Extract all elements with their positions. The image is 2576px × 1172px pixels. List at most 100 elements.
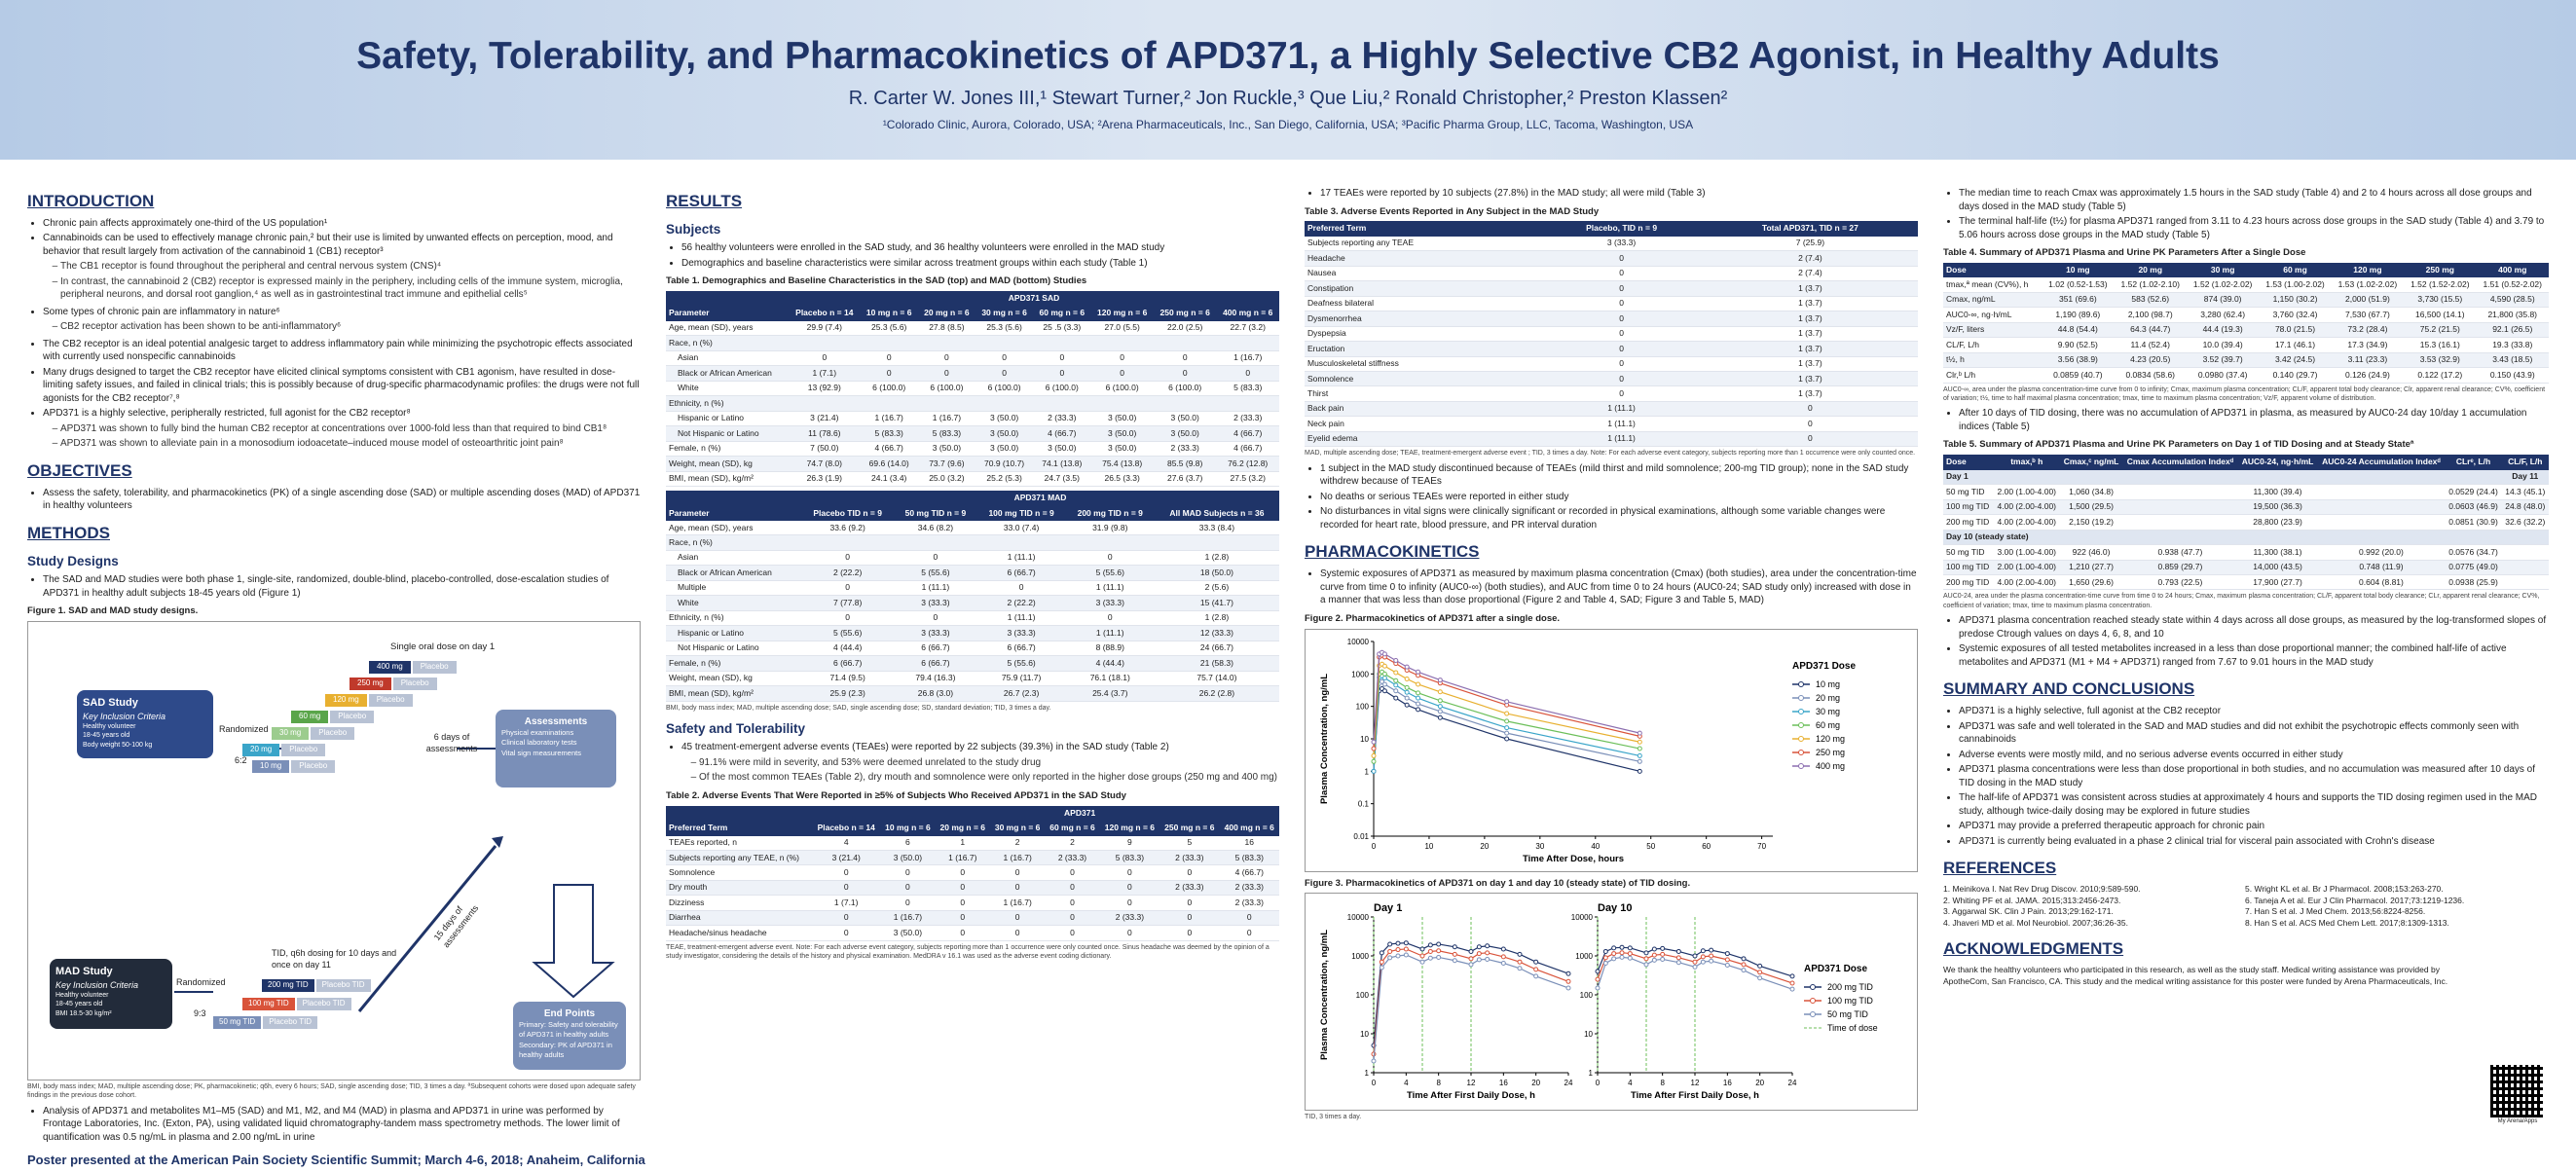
table-cell: 5 (83.3) — [1099, 850, 1160, 866]
table-cell: 25.3 (5.6) — [860, 320, 918, 337]
assessments-title: Assessments — [524, 715, 588, 727]
data-point — [1533, 973, 1539, 979]
table-cell: 0.150 (43.9) — [2476, 367, 2549, 384]
table-cell: 75.4 (13.8) — [1090, 456, 1154, 472]
list-item: Analysis of APD371 and metabolites M1–M5… — [43, 1105, 641, 1145]
table-group-header: APD371 — [880, 805, 1279, 822]
table-row: Race, n (%) — [666, 335, 1279, 351]
table-cell: 1 (11.1) — [976, 550, 1066, 567]
data-point — [1627, 951, 1633, 957]
table-cell: Eyelid edema — [1305, 431, 1541, 448]
pk-list-4: APD371 plasma concentration reached stea… — [1943, 614, 2549, 669]
legend-title: APD371 Dose — [1804, 964, 1867, 974]
table-cell: 3.52 (39.7) — [2186, 352, 2260, 369]
table-cell: 3 (50.0) — [880, 925, 936, 941]
table-group-header: APD371 SAD — [789, 290, 1279, 307]
subjects-list: 56 healthy volunteers were enrolled in t… — [666, 241, 1279, 270]
table-cell: 3 (50.0) — [975, 441, 1034, 458]
table-cell: 1 (11.1) — [1540, 401, 1703, 418]
table-cell: 0 — [975, 350, 1034, 367]
table-cell: 92.1 (26.5) — [2476, 322, 2549, 339]
table-cell: 33.0 (7.4) — [976, 521, 1066, 536]
table-cell: 29.9 (7.4) — [789, 320, 861, 337]
table-cell: 76.1 (18.1) — [1065, 671, 1155, 687]
legend-marker — [1798, 735, 1804, 742]
table-cell: 100 mg TID — [1943, 560, 1994, 576]
x-tick-label: 12 — [1467, 1079, 1476, 1087]
table-cell: 0.748 (11.9) — [2317, 560, 2446, 576]
table-section-row: Day 1 Day 11 — [1943, 469, 2549, 486]
table-cell: 3.43 (18.5) — [2476, 352, 2549, 369]
table-cell: 3 (33.3) — [894, 595, 977, 611]
single-dose-label: Single oral dose on day 1 — [390, 641, 496, 652]
table-cell: 0 — [1099, 880, 1160, 897]
table-cell: 64.3 (44.7) — [2114, 322, 2187, 339]
table-cell: 0 — [1216, 365, 1279, 382]
table-row: Dyspepsia 0 1 (3.7) — [1305, 326, 1918, 343]
data-point — [1517, 952, 1523, 958]
legend-label: 120 mg — [1816, 734, 1845, 744]
table-row: Somnolence 0 1 (3.7) — [1305, 371, 1918, 387]
qr-code[interactable]: My Arena/Apps — [2490, 1065, 2545, 1125]
data-point — [1602, 955, 1608, 961]
table-cell: 75.7 (14.0) — [1154, 671, 1279, 687]
data-point — [1517, 966, 1523, 971]
data-point — [1468, 956, 1474, 962]
methods-heading: METHODS — [27, 523, 110, 542]
table-cell: 2 (5.6) — [1154, 580, 1279, 597]
table-3-caption: Table 3. Adverse Events Reported in Any … — [1305, 205, 1600, 217]
table-row: 200 mg TID 4.00 (2.00-4.00) 1,650 (29.6) 0.… — [1943, 574, 2549, 591]
table-cell: 351 (69.6) — [2042, 292, 2115, 309]
data-point — [1504, 698, 1510, 704]
data-point — [1700, 948, 1706, 954]
data-point — [1789, 980, 1795, 986]
column-1: INTRODUCTION Chronic pain affects approx… — [27, 181, 641, 1148]
table-header-row: Parameter Placebo TID n = 9 50 mg TID n = … — [666, 505, 1279, 521]
table-header-cell: Preferred Term — [1305, 221, 1541, 237]
table-cell: 6 (66.7) — [894, 641, 977, 657]
table-cell: 0 — [976, 580, 1066, 597]
table-cell: 0 — [989, 925, 1046, 941]
table-cell — [1090, 395, 1154, 412]
data-point — [1419, 946, 1425, 952]
placebo-chip: Placebo — [281, 743, 326, 756]
table-2: APD371 Preferred Term Placebo n = 14 10 mg… — [666, 805, 1279, 941]
table-cell: 4.00 (2.00-4.00) — [1993, 499, 2060, 516]
table-header-cell: 250 mg n = 6 — [1159, 821, 1220, 836]
y-tick-label: 1000 — [1351, 952, 1369, 961]
table-cell: 0.0859 (40.7) — [2042, 367, 2115, 384]
y-tick-label: 10 — [1584, 1030, 1593, 1039]
intro-heading: INTRODUCTION — [27, 192, 155, 210]
poster-title: Safety, Tolerability, and Pharmacokineti… — [356, 35, 2220, 77]
list-item: APD371 was shown to fully bind the human… — [60, 422, 641, 436]
table-5-caption: Table 5. Summary of APD371 Plasma and Ur… — [1943, 439, 2414, 451]
data-point — [1675, 960, 1681, 966]
table-cell: 0 — [801, 610, 895, 627]
table-cell: 32.6 (32.2) — [2501, 514, 2549, 531]
table-cell: 2,000 (51.9) — [2331, 292, 2405, 309]
table-cell: 0 — [812, 925, 881, 941]
legend-marker — [1798, 762, 1804, 769]
table-cell: 0.859 (29.7) — [2122, 560, 2238, 576]
table-row: Hispanic or Latino 5 (55.6) 3 (33.3) 3 (33.… — [666, 625, 1279, 641]
data-point — [1416, 706, 1421, 712]
table-cell: 24.1 (3.4) — [860, 471, 918, 488]
placebo-chip: Placebo — [412, 660, 457, 674]
table-row: Ethnicity, n (%) — [666, 395, 1279, 412]
table-cell: 2 (33.3) — [1159, 880, 1220, 897]
list-item: APD371 may provide a preferred therapeut… — [1959, 820, 2549, 833]
table-row: Somnolence 0 0 0 0 0 0 0 4 (66.7) — [666, 864, 1279, 881]
table-row: Musculoskeletal stiffness 0 1 (3.7) — [1305, 356, 1918, 373]
table-cell: Cmax, ng/mL — [1943, 292, 2042, 309]
data-point — [1416, 680, 1421, 686]
table-cell: 1 (3.7) — [1702, 326, 1918, 343]
x-tick-label: 0 — [1372, 842, 1377, 851]
table-cell: 0 — [1540, 341, 1703, 357]
data-point — [1404, 695, 1410, 701]
table-cell — [1153, 395, 1217, 412]
data-point — [1500, 954, 1506, 960]
list-item: APD371 is a highly selective, peripheral… — [43, 407, 641, 421]
table-cell: 874 (39.0) — [2186, 292, 2260, 309]
table-cell: 0 — [989, 880, 1046, 897]
table-header-cell: 10 mg n = 6 — [880, 821, 936, 836]
